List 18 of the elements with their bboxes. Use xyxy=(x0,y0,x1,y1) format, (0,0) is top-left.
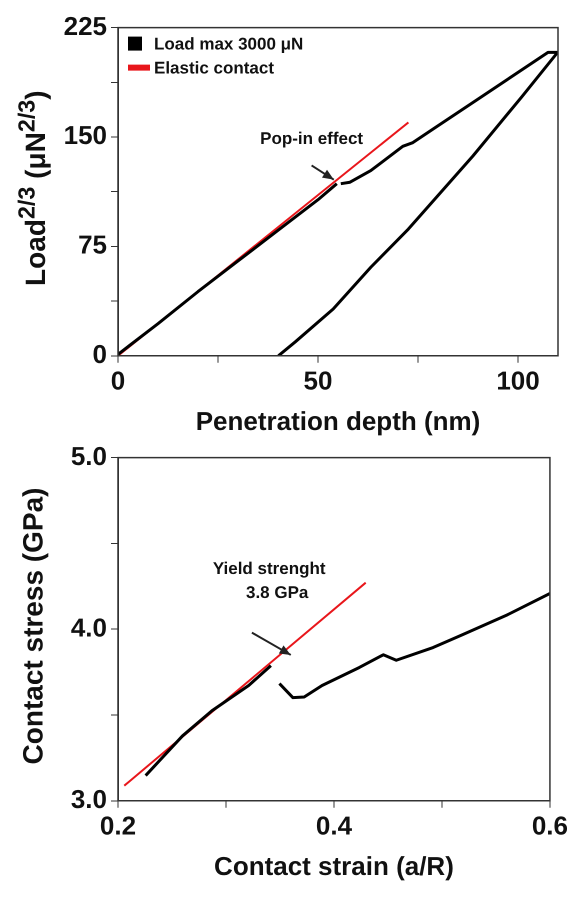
y-tick-label: 75 xyxy=(78,230,107,260)
x-tick-label: 0.6 xyxy=(532,810,568,841)
legend-label: Elastic contact xyxy=(154,58,274,78)
legend-label: Load max 3000 μN xyxy=(154,34,304,54)
x-tick-label: 0.4 xyxy=(316,810,353,841)
x-axis-title: Penetration depth (nm) xyxy=(196,406,480,436)
y-tick-label: 150 xyxy=(64,120,107,150)
x-tick-label: 0 xyxy=(110,366,126,396)
x-tick-label: 50 xyxy=(304,366,332,396)
annotation: Pop-in effect xyxy=(260,128,364,148)
y-tick-label: 0 xyxy=(92,338,107,369)
x-axis-title: Contact strain (a/R) xyxy=(214,851,454,882)
y-tick-label: 225 xyxy=(64,10,107,41)
y-tick-label: 4.0 xyxy=(70,612,107,642)
annotation: Yield strenght 3.8 GPa xyxy=(212,558,326,602)
x-tick-label: 100 xyxy=(496,366,540,396)
y-axis-title: Contact stress (GPa) xyxy=(17,487,49,764)
y-tick-label: 5.0 xyxy=(70,440,107,471)
